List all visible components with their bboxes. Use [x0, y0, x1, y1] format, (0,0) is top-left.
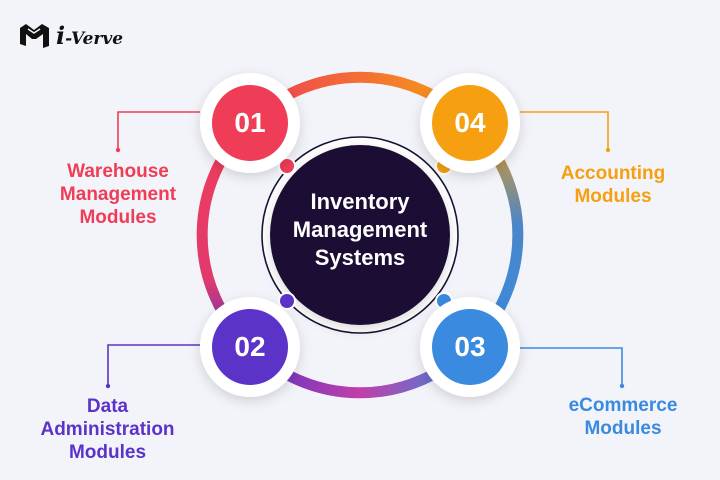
badge-number-04: 04 — [454, 107, 486, 138]
connector-04 — [520, 111, 609, 150]
label-line: eCommerce — [568, 395, 678, 416]
center-circle — [270, 145, 450, 325]
connector-01 — [117, 111, 200, 150]
badge-04 — [420, 73, 520, 173]
label-line: Modules — [68, 442, 147, 463]
center-title-line: Systems — [314, 245, 406, 270]
center-title-line: Management — [292, 217, 428, 242]
connector-02 — [107, 344, 200, 386]
label-line: Management — [59, 184, 177, 205]
dot-01 — [278, 157, 296, 175]
label-line: Warehouse — [67, 161, 169, 182]
module-label-04: Accounting Modules — [528, 162, 698, 208]
badge-01 — [200, 73, 300, 173]
center-title: Inventory Management Systems — [276, 188, 444, 272]
module-label-03: eCommerce Modules — [538, 394, 708, 440]
badge-number-01: 01 — [234, 107, 266, 138]
brand-logo: i-Verve — [18, 20, 123, 50]
connector-01-end — [115, 147, 121, 153]
connector-02-end — [105, 383, 111, 389]
label-line: Modules — [79, 207, 157, 228]
m-cube-logo-icon — [20, 24, 49, 48]
badge-02 — [200, 297, 300, 397]
label-line: Accounting — [560, 163, 666, 184]
badge-03 — [420, 297, 520, 397]
connector-03-end — [619, 383, 625, 389]
label-line: Data — [86, 396, 129, 417]
label-line: Modules — [574, 186, 652, 207]
center-title-line: Inventory — [310, 189, 410, 214]
dot-02 — [278, 292, 296, 310]
label-line: Administration — [40, 419, 175, 440]
connector-03 — [520, 347, 623, 386]
module-label-02: Data Administration Modules — [20, 395, 195, 464]
brand-name: i-Verve — [56, 20, 124, 50]
badge-number-03: 03 — [454, 331, 486, 362]
badge-number-02: 02 — [234, 331, 266, 362]
label-line: Modules — [584, 418, 662, 439]
connector-04-end — [605, 147, 611, 153]
module-label-01: Warehouse Management Modules — [28, 160, 208, 229]
